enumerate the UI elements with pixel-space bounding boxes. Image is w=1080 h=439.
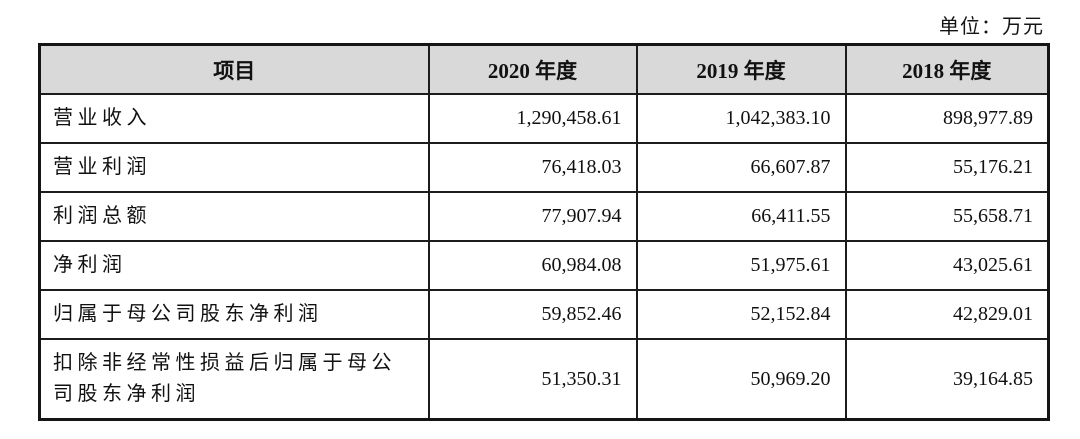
value-2019: 51,975.61	[635, 240, 847, 291]
value-2018: 898,977.89	[844, 93, 1050, 144]
table-row: 扣除非经常性损益后归属于母公司股东净利润 51,350.31 50,969.20…	[38, 338, 1050, 421]
financial-summary-table: 项目 2020 年度 2019 年度 2018 年度 营业收入 1,290,45…	[38, 43, 1050, 421]
value-2018: 55,658.71	[844, 191, 1050, 242]
value-2020: 51,350.31	[427, 338, 638, 421]
value-2020: 59,852.46	[427, 289, 638, 340]
value-2019: 66,411.55	[635, 191, 847, 242]
value-2018: 39,164.85	[844, 338, 1050, 421]
table-row: 净利润 60,984.08 51,975.61 43,025.61	[38, 240, 1050, 291]
header-2018: 2018 年度	[844, 43, 1050, 95]
value-2018: 42,829.01	[844, 289, 1050, 340]
table-row: 归属于母公司股东净利润 59,852.46 52,152.84 42,829.0…	[38, 289, 1050, 340]
value-2020: 60,984.08	[427, 240, 638, 291]
table-row: 营业收入 1,290,458.61 1,042,383.10 898,977.8…	[38, 93, 1050, 144]
row-item-label: 营业利润	[38, 142, 430, 193]
value-2020: 76,418.03	[427, 142, 638, 193]
value-2020: 77,907.94	[427, 191, 638, 242]
row-item-label: 扣除非经常性损益后归属于母公司股东净利润	[38, 338, 430, 421]
header-2019: 2019 年度	[635, 43, 847, 95]
row-item-label: 净利润	[38, 240, 430, 291]
table-row: 营业利润 76,418.03 66,607.87 55,176.21	[38, 142, 1050, 193]
row-item-label: 利润总额	[38, 191, 430, 242]
value-2020: 1,290,458.61	[427, 93, 638, 144]
header-2020: 2020 年度	[427, 43, 638, 95]
value-2019: 50,969.20	[635, 338, 847, 421]
header-item: 项目	[38, 43, 430, 95]
table-row: 利润总额 77,907.94 66,411.55 55,658.71	[38, 191, 1050, 242]
table-header-row: 项目 2020 年度 2019 年度 2018 年度	[38, 43, 1050, 95]
value-2018: 43,025.61	[844, 240, 1050, 291]
row-item-label: 营业收入	[38, 93, 430, 144]
value-2019: 52,152.84	[635, 289, 847, 340]
value-2018: 55,176.21	[844, 142, 1050, 193]
row-item-label: 归属于母公司股东净利润	[38, 289, 430, 340]
value-2019: 1,042,383.10	[635, 93, 847, 144]
unit-label: 单位：万元	[939, 16, 1044, 38]
value-2019: 66,607.87	[635, 142, 847, 193]
